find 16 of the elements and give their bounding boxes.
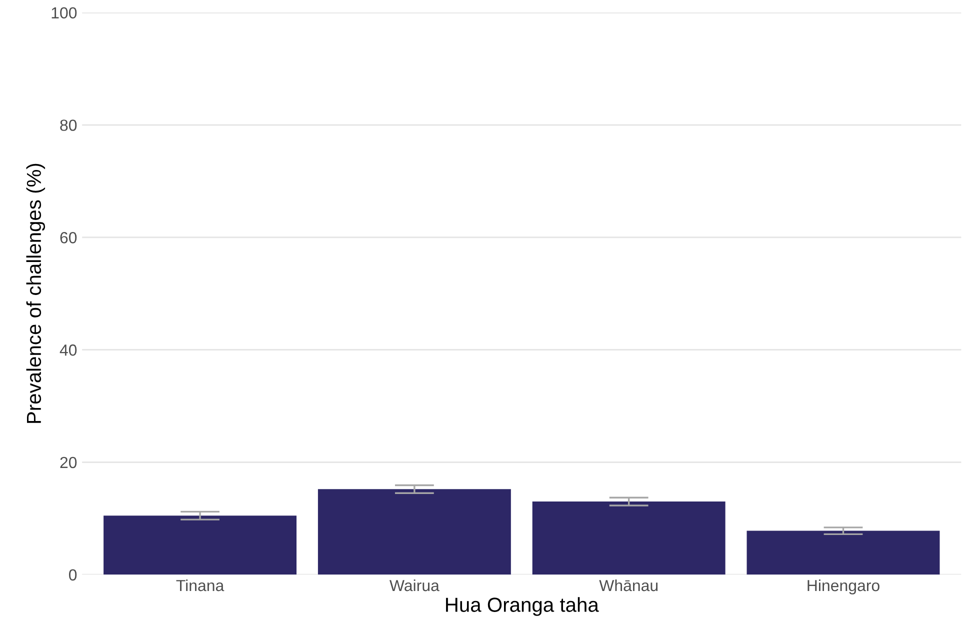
x-tick-label: Tinana: [176, 579, 224, 592]
y-tick-label: 80: [60, 120, 77, 131]
y-axis-title: Prevalence of challenges (%): [26, 164, 46, 423]
bar: [746, 530, 940, 575]
y-tick-label: 100: [52, 7, 77, 19]
bar: [532, 502, 726, 575]
x-axis-title: Hua Oranga taha: [446, 597, 599, 616]
bar: [318, 489, 511, 575]
x-tick-label: Whānau: [599, 579, 658, 592]
x-tick-label: Wairua: [390, 579, 440, 592]
bar: [104, 516, 297, 575]
y-tick-label: 20: [60, 456, 77, 468]
y-tick-label: 0: [68, 569, 77, 581]
y-tick-label: 40: [60, 344, 77, 356]
y-tick-label: 60: [60, 232, 77, 244]
x-tick-label: Hinengaro: [808, 579, 880, 594]
